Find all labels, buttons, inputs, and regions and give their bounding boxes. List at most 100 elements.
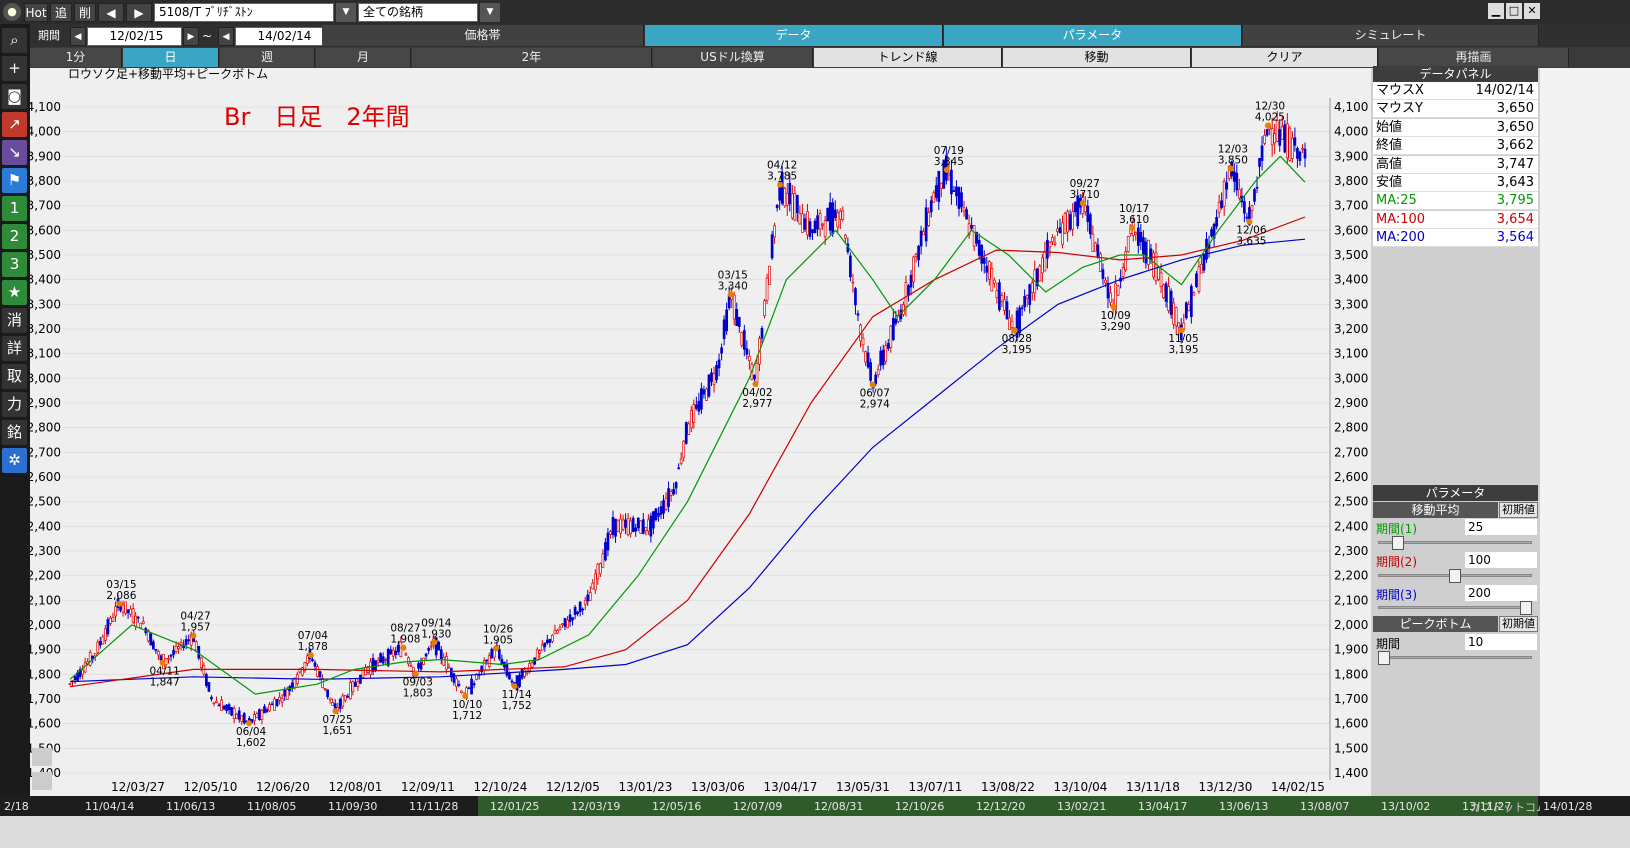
- sub-tab-0[interactable]: 1分: [30, 48, 122, 67]
- main-tab-2[interactable]: パラメータ: [944, 25, 1242, 46]
- candle-body: [1020, 307, 1024, 310]
- symbol-dropdown-icon[interactable]: ▼: [336, 3, 356, 22]
- sub-tab-5[interactable]: USドル換算: [653, 48, 813, 67]
- main-tab-3[interactable]: シミュレート: [1243, 25, 1539, 46]
- peak-knob[interactable]: [1378, 651, 1390, 665]
- universe-select[interactable]: 全ての銘柄: [358, 3, 478, 22]
- data-row-value: 3,747: [1496, 156, 1534, 172]
- side-icon-9[interactable]: ★: [2, 280, 27, 305]
- overview-timeline[interactable]: 2/18 11/04/14 11/06/13 11/08/05 11/09/30 11/1…: [0, 796, 1630, 816]
- y-tick-left: 4,000: [30, 125, 61, 139]
- to-date-field[interactable]: 14/02/14: [235, 27, 330, 46]
- candle-body: [798, 213, 802, 225]
- ma-init-button[interactable]: 初期値: [1499, 502, 1538, 518]
- candle-body: [1265, 129, 1269, 136]
- peak-marker: [307, 652, 314, 659]
- y-tick-right: 1,700: [1334, 692, 1368, 706]
- sub-tab-6[interactable]: トレンド線: [814, 48, 1002, 67]
- prev-symbol-button[interactable]: ◀: [98, 3, 124, 22]
- side-icon-0[interactable]: ⌕: [2, 28, 27, 53]
- param1-value[interactable]: 25: [1465, 519, 1537, 535]
- candle-body: [83, 662, 87, 673]
- side-icon-12[interactable]: 取: [2, 364, 27, 389]
- next-symbol-button[interactable]: ▶: [126, 3, 152, 22]
- candle-body: [331, 701, 335, 706]
- candle-body: [1091, 233, 1095, 252]
- side-icon-2[interactable]: ◙: [2, 84, 27, 109]
- side-icon-5[interactable]: ⚑: [2, 168, 27, 193]
- side-icon-10[interactable]: 消: [2, 308, 27, 333]
- sub-tab-3[interactable]: 月: [316, 48, 411, 67]
- param3-slider[interactable]: [1378, 601, 1532, 615]
- bulb-icon[interactable]: ●: [3, 3, 21, 21]
- candle-body: [530, 662, 534, 668]
- y-tick-left: 2,000: [30, 618, 61, 632]
- sub-tab-2[interactable]: 週: [220, 48, 315, 67]
- side-icon-13[interactable]: 力: [2, 392, 27, 417]
- param3-knob[interactable]: [1520, 601, 1532, 615]
- y-tick-right: 3,300: [1334, 297, 1368, 311]
- overview-range[interactable]: [478, 796, 1538, 816]
- minimize-button[interactable]: ▁: [1488, 3, 1504, 19]
- top-toolbar: ● Hot 追 削 ◀ ▶ 5108/T ﾌﾞﾘﾁﾞｽﾄﾝ ▼ 全ての銘柄 ▼ …: [0, 0, 1630, 24]
- side-icon-15[interactable]: ✲: [2, 448, 27, 473]
- symbol-field[interactable]: 5108/T ﾌﾞﾘﾁﾞｽﾄﾝ: [154, 3, 334, 22]
- sub-tab-8[interactable]: クリア: [1192, 48, 1378, 67]
- candle-body: [134, 615, 138, 627]
- side-icon-14[interactable]: 銘: [2, 420, 27, 445]
- chart-tool-icon2[interactable]: [32, 772, 52, 790]
- peak-period-value[interactable]: 10: [1465, 634, 1537, 650]
- side-icon-7[interactable]: 2: [2, 224, 27, 249]
- main-tab-0[interactable]: 価格帯: [322, 25, 644, 46]
- param1-knob[interactable]: [1392, 536, 1405, 550]
- overview-tick: 12/03/19: [571, 800, 620, 813]
- close-button[interactable]: ✕: [1524, 3, 1540, 19]
- y-tick-right: 3,900: [1334, 149, 1368, 163]
- param1-slider[interactable]: [1378, 536, 1532, 550]
- to-prev-button[interactable]: ◀: [218, 27, 234, 46]
- candle-body: [682, 440, 686, 458]
- far-right-column: [1540, 68, 1630, 796]
- side-icon-6[interactable]: 1: [2, 196, 27, 221]
- candle-body: [470, 678, 473, 695]
- candle-body: [861, 337, 865, 346]
- candle-body: [535, 649, 539, 661]
- add-button[interactable]: 追: [50, 3, 72, 22]
- price-chart[interactable]: 4,100 4,100 4,000 4,000 3,900 3,900 3,800 3,800…: [30, 68, 1400, 796]
- data-row-value: 3,654: [1496, 211, 1534, 227]
- side-icon-11[interactable]: 詳: [2, 336, 27, 361]
- sub-tab-7[interactable]: 移動: [1003, 48, 1191, 67]
- universe-dropdown-icon[interactable]: ▼: [480, 3, 500, 22]
- candle-body: [318, 671, 322, 678]
- sub-tab-9[interactable]: 再描画: [1379, 48, 1569, 67]
- peak-slider[interactable]: [1378, 651, 1532, 665]
- candle-body: [444, 656, 448, 670]
- main-tab-1[interactable]: データ: [645, 25, 943, 46]
- side-icon-3[interactable]: ↗: [2, 112, 27, 137]
- side-icon-8[interactable]: 3: [2, 252, 27, 277]
- y-tick-right: 3,800: [1334, 174, 1368, 188]
- from-next-button[interactable]: ▶: [183, 27, 199, 46]
- hot-button[interactable]: Hot: [24, 3, 48, 22]
- from-prev-button[interactable]: ◀: [70, 27, 86, 46]
- side-icon-4[interactable]: ↘: [2, 140, 27, 165]
- y-tick-left: 3,400: [30, 273, 61, 287]
- sub-tab-4[interactable]: 2年: [412, 48, 652, 67]
- side-icon-1[interactable]: +: [2, 56, 27, 81]
- param2-knob[interactable]: [1449, 569, 1461, 583]
- data-row-2: 始値 3,650: [1373, 118, 1538, 137]
- sub-tab-1[interactable]: 日: [123, 48, 219, 67]
- chart-tool-icon[interactable]: [32, 748, 52, 766]
- overview-tick: 13/04/17: [1138, 800, 1187, 813]
- param2-value[interactable]: 100: [1465, 552, 1537, 568]
- candle-body: [1152, 252, 1155, 278]
- sub-tab-bar: 1分日週月 2年 USドル換算 トレンド線 移動 クリア 再描画: [30, 47, 1630, 68]
- param3-value[interactable]: 200: [1465, 585, 1537, 601]
- candle-body: [427, 648, 430, 651]
- from-date-field[interactable]: 12/02/15: [87, 27, 182, 46]
- maximize-button[interactable]: □: [1506, 3, 1522, 19]
- delete-button[interactable]: 削: [74, 3, 96, 22]
- candle-body: [1066, 211, 1069, 233]
- param2-slider[interactable]: [1378, 569, 1532, 583]
- peak-init-button[interactable]: 初期値: [1499, 616, 1538, 632]
